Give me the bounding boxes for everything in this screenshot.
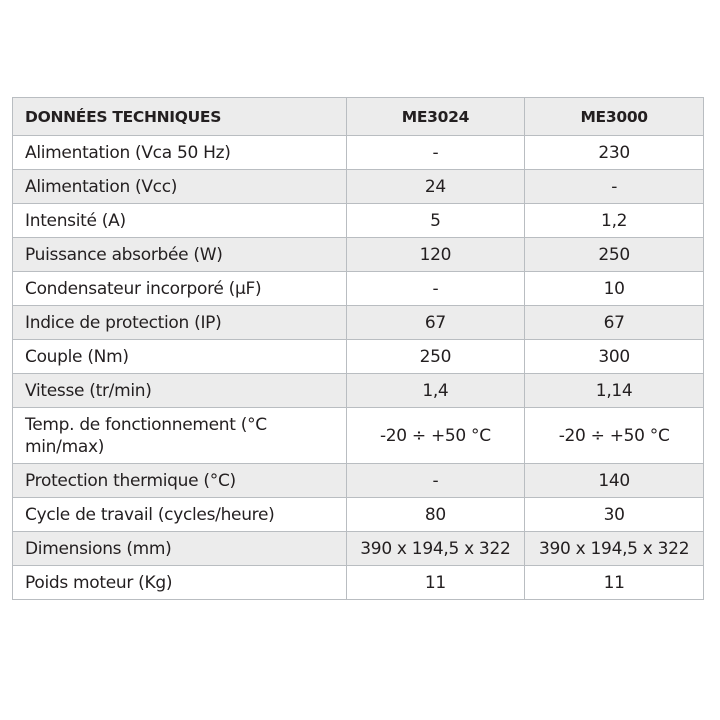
cell-me3000-value: 250 xyxy=(524,237,704,272)
cell-me3024-value: 5 xyxy=(345,203,526,238)
cell-me3024-value: 24 xyxy=(345,169,526,204)
cell-me3000-value: 67 xyxy=(524,305,704,340)
header-label: DONNÉES TECHNIQUES xyxy=(12,97,347,136)
cell-me3000-value: 140 xyxy=(524,463,704,498)
cell-label: Cycle de travail (cycles/heure) xyxy=(12,497,347,532)
table-row: Cycle de travail (cycles/heure) 80 30 xyxy=(12,497,704,532)
table-row: Intensité (A) 5 1,2 xyxy=(12,203,704,238)
cell-me3000-value: 230 xyxy=(524,135,704,170)
cell-me3000-value: - xyxy=(524,169,704,204)
header-me3024: ME3024 xyxy=(345,97,526,136)
cell-label: Temp. de fonctionnement (°C min/max) xyxy=(12,407,347,464)
cell-me3024-value: 120 xyxy=(345,237,526,272)
cell-label: Alimentation (Vca 50 Hz) xyxy=(12,135,347,170)
cell-label: Condensateur incorporé (µF) xyxy=(12,271,347,306)
cell-me3024-value: -20 ÷ +50 °C xyxy=(345,407,526,464)
cell-label: Indice de protection (IP) xyxy=(12,305,347,340)
cell-me3024-value: 80 xyxy=(345,497,526,532)
table-row: Indice de protection (IP) 67 67 xyxy=(12,305,704,340)
header-me3000: ME3000 xyxy=(524,97,704,136)
table-row: Puissance absorbée (W) 120 250 xyxy=(12,237,704,272)
cell-me3024-value: - xyxy=(345,463,526,498)
cell-me3000-value: 11 xyxy=(524,565,704,600)
table-row: Poids moteur (Kg) 11 11 xyxy=(12,565,704,600)
cell-label: Couple (Nm) xyxy=(12,339,347,374)
cell-me3024-value: - xyxy=(345,135,526,170)
table-row: Alimentation (Vca 50 Hz) -230 xyxy=(12,135,704,170)
cell-label: Poids moteur (Kg) xyxy=(12,565,347,600)
table-row: Protection thermique (°C) -140 xyxy=(12,463,704,498)
cell-me3024-value: 67 xyxy=(345,305,526,340)
technical-data-table: DONNÉES TECHNIQUES ME3024 ME3000 Aliment… xyxy=(12,97,704,600)
cell-me3000-value: 390 x 194,5 x 322 xyxy=(524,531,704,566)
table-row: Temp. de fonctionnement (°C min/max) -20 … xyxy=(12,407,704,464)
table-row: Dimensions (mm) 390 x 194,5 x 322 390 x 19… xyxy=(12,531,704,566)
cell-me3024-value: - xyxy=(345,271,526,306)
cell-me3024-value: 390 x 194,5 x 322 xyxy=(345,531,526,566)
cell-label: Puissance absorbée (W) xyxy=(12,237,347,272)
cell-me3000-value: -20 ÷ +50 °C xyxy=(524,407,704,464)
cell-label: Dimensions (mm) xyxy=(12,531,347,566)
cell-me3024-value: 11 xyxy=(345,565,526,600)
cell-me3000-value: 1,2 xyxy=(524,203,704,238)
cell-me3000-value: 1,14 xyxy=(524,373,704,408)
cell-me3000-value: 300 xyxy=(524,339,704,374)
cell-label: Alimentation (Vcc) xyxy=(12,169,347,204)
cell-me3000-value: 30 xyxy=(524,497,704,532)
table-row: Condensateur incorporé (µF) -10 xyxy=(12,271,704,306)
table-row: Couple (Nm) 250 300 xyxy=(12,339,704,374)
cell-me3000-value: 10 xyxy=(524,271,704,306)
cell-label: Vitesse (tr/min) xyxy=(12,373,347,408)
cell-label: Intensité (A) xyxy=(12,203,347,238)
table-row: Alimentation (Vcc) 24- xyxy=(12,169,704,204)
cell-me3024-value: 250 xyxy=(345,339,526,374)
table-row: Vitesse (tr/min) 1,4 1,14 xyxy=(12,373,704,408)
cell-me3024-value: 1,4 xyxy=(345,373,526,408)
cell-label: Protection thermique (°C) xyxy=(12,463,347,498)
table-header-row: DONNÉES TECHNIQUES ME3024 ME3000 xyxy=(12,97,704,136)
